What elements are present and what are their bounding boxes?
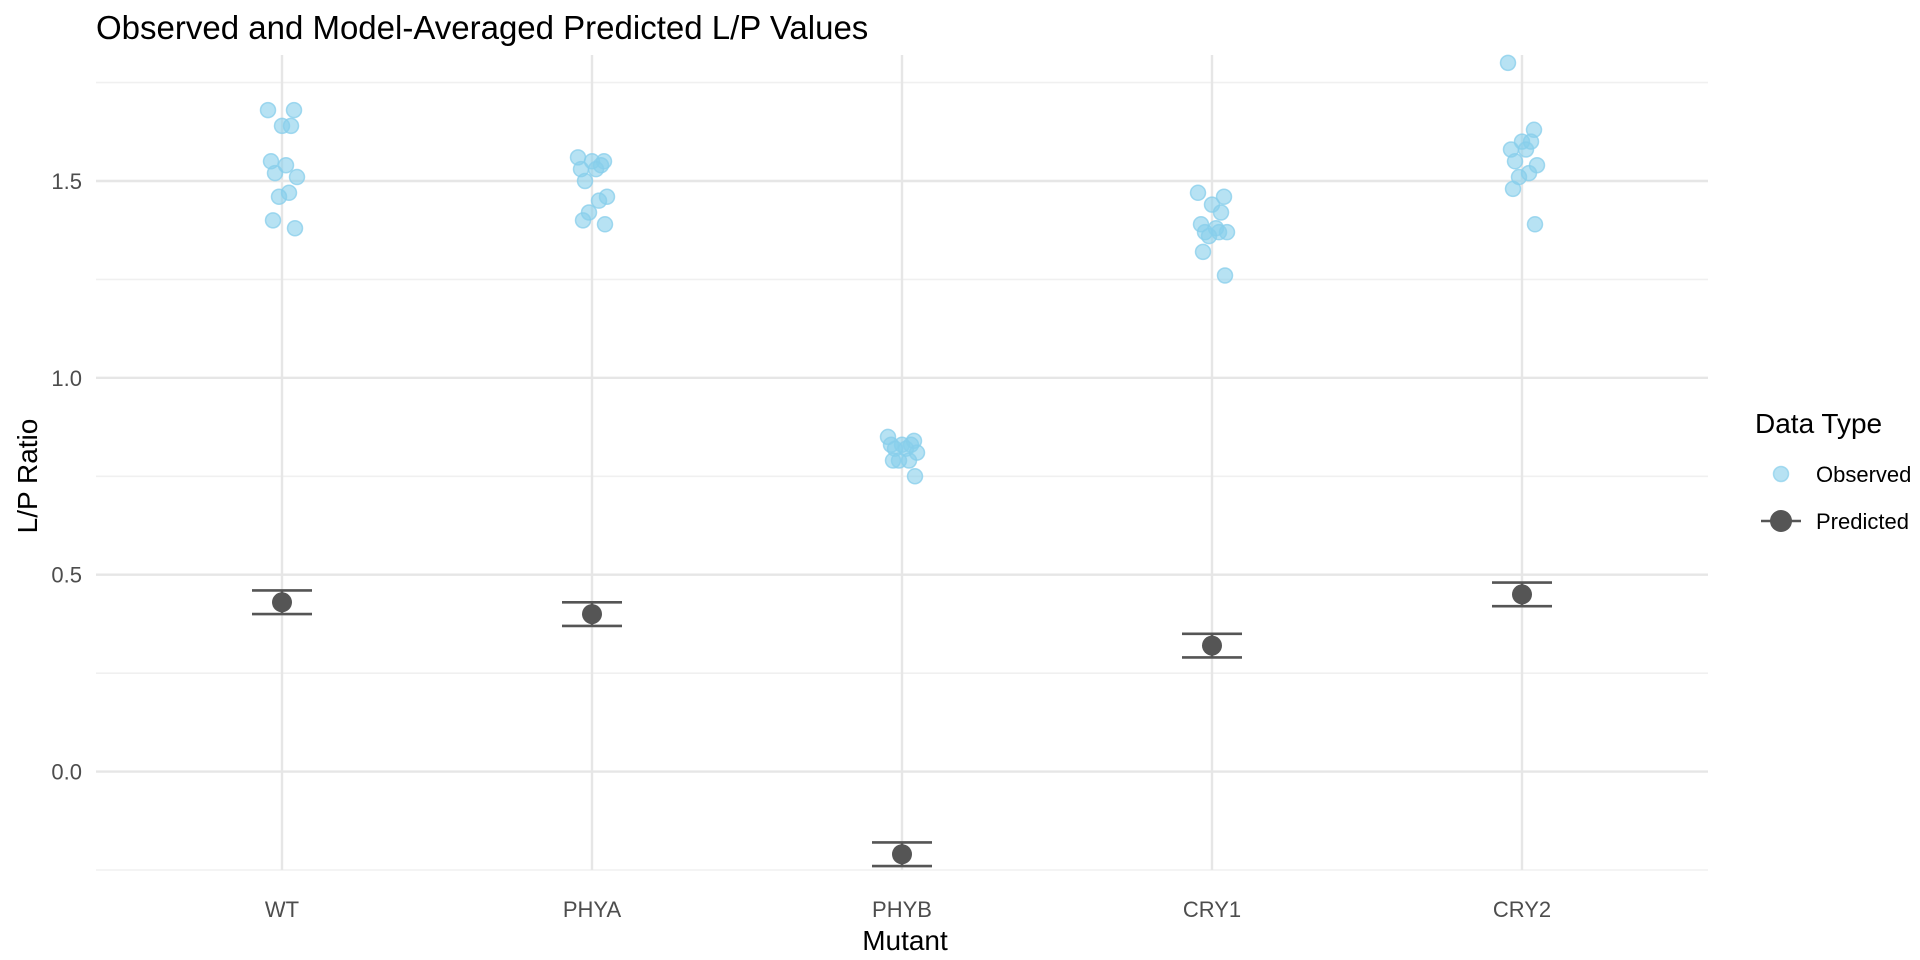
observed-point — [590, 192, 608, 209]
observed-point — [1194, 243, 1212, 261]
grid-layer — [96, 55, 1708, 871]
observed-point — [1499, 54, 1517, 72]
y-tick-labels: 0.0 0.5 1.0 1.5 — [51, 169, 82, 785]
legend-label-predicted: Predicted — [1816, 509, 1909, 534]
observed-point — [576, 172, 594, 190]
predicted-point — [582, 604, 602, 625]
observed-points-layer — [259, 54, 1546, 485]
predicted-point — [1202, 635, 1222, 656]
observed-point — [1506, 153, 1524, 170]
observed-point — [288, 168, 306, 186]
legend-label-observed: Observed — [1816, 462, 1911, 487]
observed-point — [596, 216, 614, 233]
x-tick-label: CRY1 — [1183, 897, 1241, 922]
observed-point — [1212, 204, 1230, 221]
x-tick-label: CRY2 — [1493, 897, 1551, 922]
legend: Data Type Observed Predicted — [1755, 408, 1911, 534]
y-tick-label: 0.0 — [51, 760, 82, 785]
x-tick-label: PHYB — [872, 897, 932, 922]
legend-title: Data Type — [1755, 408, 1882, 439]
y-tick-label: 1.0 — [51, 366, 82, 391]
observed-point — [1215, 188, 1233, 205]
observed-point — [282, 117, 300, 135]
predicted-errorbars-layer — [252, 581, 1552, 868]
observed-point — [259, 101, 277, 119]
observed-point — [1216, 267, 1234, 284]
observed-point — [264, 212, 282, 229]
observed-point — [266, 164, 284, 182]
observed-point — [1504, 180, 1522, 198]
legend-observed-key — [1772, 465, 1790, 483]
x-tick-labels: WT PHYA PHYB CRY1 CRY2 — [265, 897, 1551, 922]
y-tick-label: 1.5 — [51, 169, 82, 194]
observed-point — [574, 212, 592, 229]
chart-title: Observed and Model-Averaged Predicted L/… — [96, 9, 868, 46]
observed-point — [1189, 184, 1207, 202]
x-tick-label: WT — [265, 897, 299, 922]
x-axis-title: Mutant — [862, 925, 948, 956]
observed-point — [1526, 216, 1544, 233]
y-axis-title: L/P Ratio — [12, 419, 43, 534]
legend-predicted-key — [1770, 510, 1792, 532]
observed-point — [906, 468, 924, 485]
observed-point — [1517, 141, 1535, 158]
observed-point — [1200, 227, 1218, 245]
observed-point — [884, 452, 902, 469]
y-tick-label: 0.5 — [51, 563, 82, 588]
predicted-point — [892, 844, 912, 865]
x-tick-label: PHYA — [563, 897, 622, 922]
predicted-point — [272, 592, 292, 613]
observed-point — [270, 188, 288, 205]
predicted-point — [1512, 584, 1532, 605]
observed-point — [285, 101, 303, 119]
observed-point — [286, 219, 304, 237]
observed-point — [277, 156, 295, 174]
observed-point — [587, 160, 605, 178]
